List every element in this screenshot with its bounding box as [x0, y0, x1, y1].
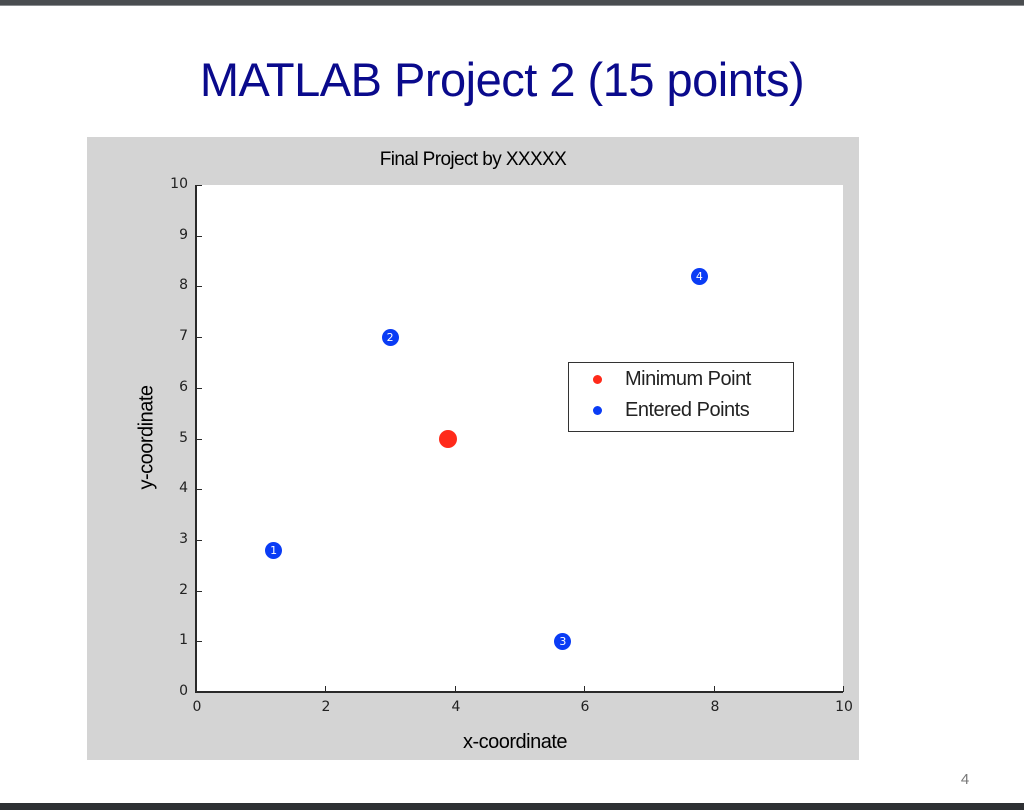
x-tick [584, 686, 585, 692]
y-tick-label: 0 [179, 683, 188, 699]
plot-area [196, 185, 843, 692]
y-tick-label: 7 [179, 328, 188, 344]
x-tick [455, 686, 456, 692]
y-tick [196, 337, 202, 338]
matlab-figure: Final Project by XXXXX 0 1 2 3 4 5 6 7 8 9 10 0 2 4 6 8… [87, 137, 859, 760]
plot-title: Final Project by XXXXX [379, 149, 567, 170]
x-tick [714, 686, 715, 692]
x-axis-line [195, 691, 843, 693]
page-number: 4 [960, 771, 970, 788]
y-tick [196, 286, 202, 287]
y-tick-label: 9 [179, 227, 188, 243]
y-tick-label: 5 [179, 430, 188, 446]
x-tick [325, 686, 326, 692]
y-axis-label-text: y-coordinate [135, 385, 158, 490]
y-tick-label: 10 [170, 176, 188, 192]
slide-title: MATLAB Project 2 (15 points) [199, 53, 805, 106]
x-tick [196, 686, 197, 692]
y-tick [196, 388, 202, 389]
legend: Minimum Point Entered Points [568, 362, 794, 432]
x-tick-label: 10 [835, 699, 853, 715]
entered-point-marker: 3 [554, 632, 572, 650]
y-tick-label: 1 [179, 632, 188, 648]
y-tick [196, 439, 202, 440]
legend-label: Minimum Point [625, 368, 751, 390]
x-tick [843, 686, 844, 692]
legend-item-minimum: Minimum Point [569, 365, 793, 395]
top-border-bar [0, 0, 1024, 6]
y-tick [196, 641, 202, 642]
blue-dot-icon [593, 406, 602, 415]
y-tick-label: 3 [179, 531, 188, 547]
x-tick-label: 4 [451, 699, 461, 715]
y-tick [196, 540, 202, 541]
legend-item-entered: Entered Points [569, 396, 793, 426]
y-tick-label: 6 [179, 379, 188, 395]
y-tick [196, 692, 202, 693]
y-tick [196, 236, 202, 237]
x-tick-label: 6 [580, 699, 590, 715]
y-tick-label: 4 [179, 480, 188, 496]
legend-label: Entered Points [625, 399, 750, 421]
entered-point-marker: 1 [265, 541, 283, 559]
y-tick-label: 8 [179, 277, 188, 293]
x-tick-label: 0 [192, 699, 202, 715]
x-tick-label: 8 [710, 699, 720, 715]
y-tick [196, 489, 202, 490]
y-tick [196, 591, 202, 592]
red-dot-icon [593, 375, 602, 384]
y-tick [196, 185, 202, 186]
entered-point-marker: 2 [381, 328, 399, 346]
y-tick-label: 2 [179, 582, 188, 598]
x-axis-label: x-coordinate [462, 731, 568, 753]
x-tick-label: 2 [321, 699, 331, 715]
minimum-point-marker [439, 429, 458, 448]
entered-point-marker: 4 [690, 267, 708, 285]
bottom-border-bar [0, 803, 1024, 810]
